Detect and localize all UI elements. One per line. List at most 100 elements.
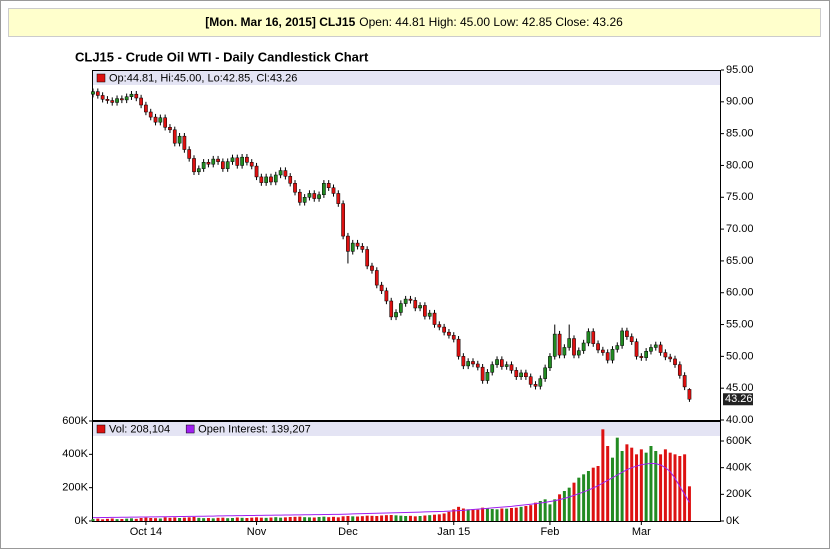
volume-bar	[365, 515, 369, 521]
volume-bar	[226, 518, 230, 521]
y-tick-label: 400K	[62, 448, 88, 460]
y-tick-label: 75.00	[726, 191, 754, 203]
volume-bar	[327, 517, 331, 521]
volume-bar	[538, 501, 542, 521]
y-tick-label: 0K	[75, 515, 89, 527]
volume-bar	[601, 429, 605, 521]
candle-body	[283, 170, 288, 177]
candle-body	[273, 174, 278, 183]
volume-bar	[356, 516, 360, 521]
volume-bar	[654, 451, 658, 521]
volume-bar	[668, 452, 672, 521]
y-tick-label: 95.00	[726, 64, 754, 76]
volume-bar	[461, 508, 465, 521]
volume-bar	[221, 517, 225, 521]
y-tick-label: 200K	[62, 482, 88, 494]
candle-body	[682, 375, 687, 388]
volume-bar	[375, 516, 379, 521]
candle-body	[331, 187, 336, 194]
volume-bar	[452, 509, 456, 521]
candle-body	[394, 312, 398, 318]
last-price-box	[723, 393, 753, 406]
candle-body	[427, 312, 432, 317]
candle-body	[365, 249, 370, 267]
legend-swatch	[185, 424, 195, 434]
candle-body	[432, 312, 437, 325]
volume-bar	[182, 517, 186, 521]
volume-bar	[125, 518, 129, 521]
volume-bar	[240, 517, 244, 521]
volume-bar	[288, 517, 292, 521]
candle-body	[490, 364, 495, 373]
volume-bar	[678, 456, 682, 521]
y-tick-label: 90.00	[726, 96, 754, 108]
volume-bar	[351, 516, 355, 521]
candle-body	[466, 361, 471, 367]
candle-body	[240, 156, 244, 166]
candle-body	[153, 116, 158, 123]
candle-body	[278, 170, 283, 176]
candle-body	[504, 364, 509, 367]
candle-body	[615, 345, 620, 350]
candle-body	[442, 326, 446, 333]
header-summary: Open: 44.81 High: 45.00 Low: 42.85 Close…	[359, 15, 623, 29]
candle-body	[182, 135, 187, 150]
candle-body	[269, 176, 273, 183]
candle-body	[423, 305, 427, 317]
volume-bar	[235, 517, 239, 521]
volume-bar	[423, 515, 427, 521]
candle-body	[480, 366, 485, 381]
candle-body	[370, 265, 374, 271]
candle-body	[528, 376, 533, 385]
candle-body	[403, 298, 408, 304]
price-legend-strip	[93, 71, 720, 85]
candle-body	[360, 246, 365, 250]
candle-body	[418, 305, 422, 309]
volume-bar	[625, 444, 629, 521]
candle-body	[346, 235, 350, 252]
candle-body	[591, 331, 596, 344]
candle-body	[625, 330, 629, 337]
candle-body	[225, 161, 230, 169]
legend-swatch	[96, 73, 106, 83]
y2-tick-label: 0K	[726, 515, 740, 527]
candle-body	[552, 333, 557, 357]
candle-body	[548, 356, 552, 369]
volume-bar	[163, 517, 167, 521]
candle-body	[639, 356, 644, 358]
volume-bar	[154, 518, 158, 521]
candle-body	[408, 298, 413, 301]
volume-bar	[384, 515, 388, 521]
candle-body	[379, 284, 384, 292]
volume-bar	[255, 517, 259, 521]
candle-body	[658, 344, 663, 353]
candle-body	[341, 203, 345, 237]
volume-bar	[173, 517, 177, 521]
volume-bar	[399, 515, 403, 521]
candle-body	[307, 193, 312, 198]
volume-bar	[514, 507, 518, 521]
volume-bar	[509, 508, 513, 521]
volume-bar	[139, 518, 143, 521]
candle-body	[605, 352, 610, 361]
candle-body	[398, 303, 403, 313]
legend-text: Vol: 208,104	[109, 423, 170, 435]
candle-body	[312, 193, 317, 199]
volume-bar	[529, 505, 533, 521]
y-tick-label: 70.00	[726, 223, 754, 235]
candle-body	[610, 349, 615, 361]
volume-bar	[558, 494, 562, 521]
volume-bar	[202, 518, 206, 521]
volume-bar	[101, 519, 105, 521]
volume-bar	[620, 451, 624, 521]
candle-body	[221, 161, 225, 169]
candle-body	[355, 242, 360, 247]
candle-body	[509, 364, 514, 371]
volume-bar	[457, 506, 461, 521]
volume-bar	[635, 454, 639, 521]
legend-swatch	[96, 424, 106, 434]
volume-bar	[447, 511, 451, 521]
volume-bar	[264, 517, 268, 521]
volume-bar	[418, 516, 422, 521]
open-interest-line	[93, 462, 690, 519]
